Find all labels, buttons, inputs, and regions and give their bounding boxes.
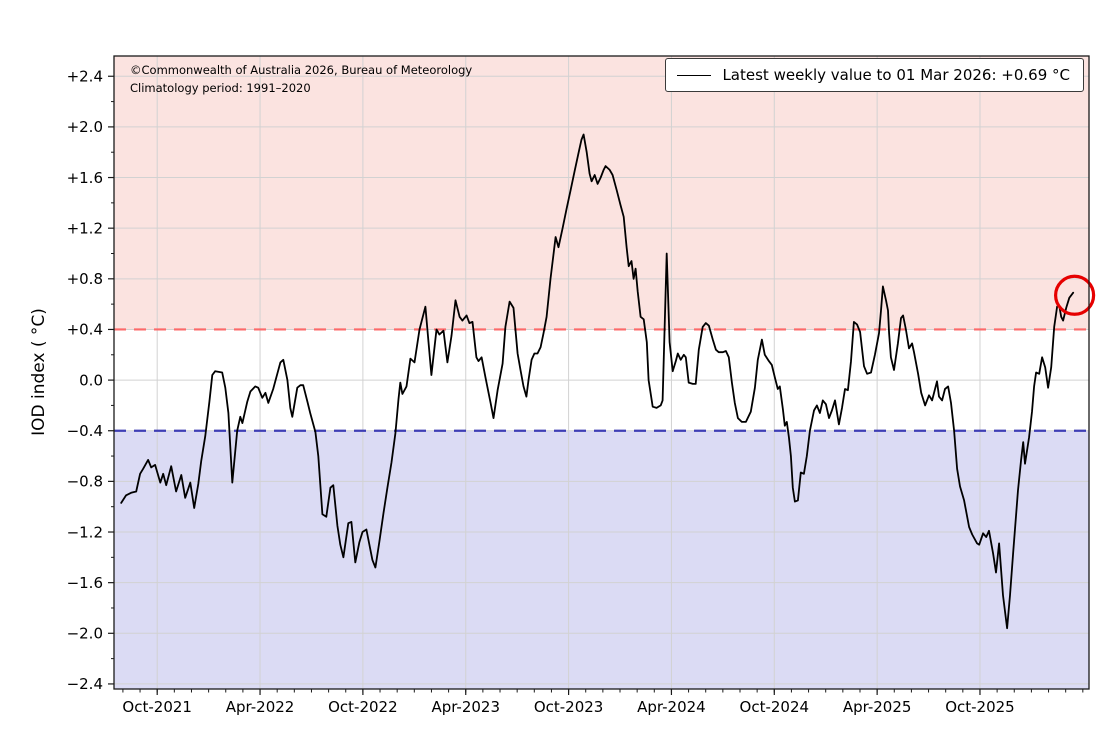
legend-label: Latest weekly value to 01 Mar 2026: +0.6…: [722, 66, 1070, 84]
x-tick-label: Oct-2023: [534, 698, 604, 716]
negative-iod-band: [114, 430, 1089, 689]
y-axis-title: IOD index ( °C): [29, 308, 49, 436]
y-tick-label: +1.2: [67, 219, 103, 237]
y-tick-label: +0.4: [67, 321, 103, 339]
threshold-lines: [114, 328, 1089, 432]
positive-iod-band: [114, 56, 1089, 330]
copyright-line1: ©Commonwealth of Australia 2026, Bureau …: [130, 63, 473, 77]
y-tick-label: +2.0: [67, 118, 103, 136]
threshold-bands: [114, 56, 1089, 689]
x-tick-label: Oct-2025: [945, 698, 1015, 716]
x-tick-label: Apr-2022: [226, 698, 295, 716]
x-tick-label: Oct-2021: [122, 698, 192, 716]
x-tick-label: Apr-2025: [843, 698, 912, 716]
frame: [113, 55, 1090, 690]
y-tick-label: +1.6: [67, 169, 103, 187]
y-tick-label: −1.6: [67, 574, 103, 592]
copyright-line2: Climatology period: 1991–2020: [130, 81, 311, 96]
copyright-note: ©Commonwealth of Australia 2026, Bureau …: [130, 61, 472, 98]
y-tick-label: −2.4: [67, 675, 103, 693]
x-tick-label: Apr-2023: [431, 698, 500, 716]
y-tick-label: −2.0: [67, 625, 103, 643]
ticks: [108, 75, 1084, 695]
tick-labels: +2.4 +2.0 +1.6 +1.2 +0.8 +0.4 0.0 −0.4 −0.8 −1.2 −…: [67, 68, 1015, 716]
y-tick-label: +0.8: [67, 270, 103, 288]
iod-weekly-line: [120, 133, 1075, 630]
plot-frame: [113, 55, 1090, 690]
legend: Latest weekly value to 01 Mar 2026: +0.6…: [665, 58, 1084, 92]
y-tick-label: −1.2: [67, 523, 103, 541]
legend-line-sample: [677, 74, 712, 76]
annotation: [1054, 274, 1096, 316]
x-tick-label: Apr-2024: [637, 698, 706, 716]
x-tick-label: Oct-2024: [740, 698, 810, 716]
y-tick-label: −0.8: [67, 473, 103, 491]
y-tick-label: 0.0: [79, 371, 103, 389]
y-tick-label: −0.4: [67, 422, 103, 440]
latest-value-circle: [1054, 274, 1096, 316]
y-tick-label: +2.4: [67, 68, 103, 86]
series: [120, 133, 1075, 630]
x-tick-label: Oct-2022: [328, 698, 398, 716]
